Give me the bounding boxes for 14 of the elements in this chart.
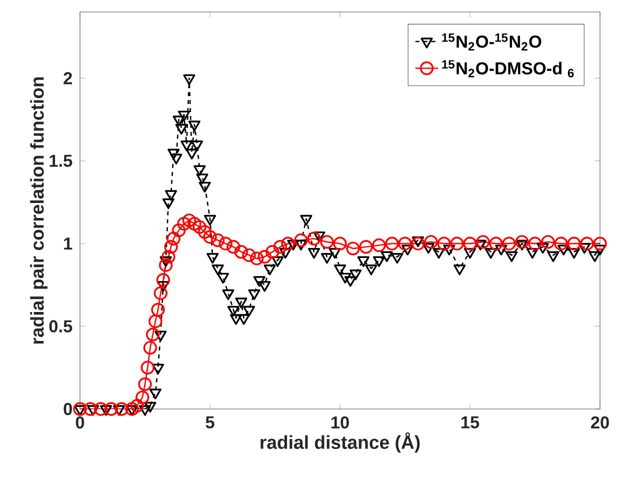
y-tick-label: 0 xyxy=(64,402,72,416)
y-tick-label: 2 xyxy=(64,72,72,84)
y-tick-label: 0.5 xyxy=(49,320,72,332)
x-tick-label: 10 xyxy=(331,416,349,429)
x-tick-label: 0 xyxy=(76,416,84,429)
legend-label: $^{15}$N$_{2}$O-DMSO-d $_{6}$ xyxy=(442,60,574,78)
x-tick-label: 5 xyxy=(206,416,214,428)
y-axis-title: radial pair correlation function xyxy=(30,77,48,344)
y-tick-label: 1 xyxy=(64,238,72,250)
x-axis-title: radial distance (Å) xyxy=(260,432,420,453)
legend-label: $^{15}$N$_{2}$O-$^{15}$N$_{2}$O xyxy=(442,33,542,51)
y-tick-label: 1.5 xyxy=(50,154,72,167)
x-tick-label: 20 xyxy=(591,416,609,429)
x-tick-label: 15 xyxy=(461,416,480,428)
